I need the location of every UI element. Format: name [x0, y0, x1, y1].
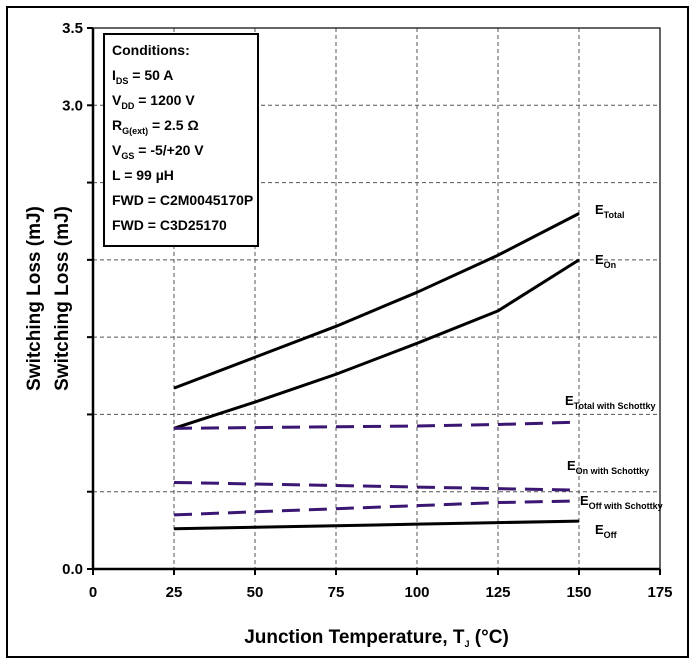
- x-axis-label-main: Junction Temperature, T: [244, 627, 465, 648]
- y-axis-label: Switching Loss (mJ): [24, 206, 45, 391]
- condition-main: V: [112, 92, 122, 108]
- series-label-sub: Total with Schottky: [574, 401, 656, 411]
- condition-sub: DD: [121, 101, 134, 111]
- condition-sub: DS: [116, 76, 129, 86]
- x-tick-label: 0: [89, 584, 97, 601]
- series-label-main: E: [595, 252, 604, 267]
- x-axis-label-unit: (°C): [470, 627, 509, 648]
- x-tick-label: 100: [404, 584, 429, 601]
- condition-main: I: [112, 67, 116, 83]
- x-tick-label: 175: [647, 584, 672, 601]
- series-label-main: E: [567, 458, 576, 473]
- series-line-off: [173, 519, 580, 531]
- series-label-sub: Off with Schottky: [589, 501, 663, 511]
- series-label-sub: Total: [604, 210, 625, 220]
- series-label-main: E: [580, 493, 589, 508]
- conditions-box: [103, 33, 259, 247]
- y-tick-label: 3.0: [62, 97, 83, 114]
- x-tick-label: 75: [328, 584, 345, 601]
- condition-rest: = 1200 V: [134, 92, 195, 108]
- series-label: EOn with Schottky: [567, 458, 649, 476]
- condition-main: V: [112, 142, 122, 158]
- series-line-off-with-schottky: [173, 499, 580, 517]
- condition-sub: G(ext): [122, 126, 148, 136]
- x-tick-label: 125: [485, 584, 510, 601]
- condition-rest: = -5/+20 V: [134, 142, 204, 158]
- condition-rest: = 2.5 Ω: [148, 117, 199, 133]
- condition-main: FWD = C2M0045170P: [112, 192, 253, 208]
- condition-rest: = 50 A: [128, 67, 173, 83]
- series-label-main: E: [595, 202, 604, 217]
- conditions-title: Conditions:: [112, 42, 190, 58]
- series-label-sub: On: [604, 260, 617, 270]
- series-line-total-with-schottky: [173, 420, 580, 430]
- x-axis-label: Junction Temperature, TJ (°C): [244, 627, 509, 649]
- series-line-total: [173, 212, 580, 390]
- series-label: EOn: [595, 252, 616, 270]
- condition-line: VGS = -5/+20 V: [112, 142, 204, 161]
- x-tick-label: 50: [247, 584, 264, 601]
- series-label: EOff: [595, 522, 618, 540]
- condition-sub: GS: [121, 151, 134, 161]
- condition-highlight: FWD = C3D25170: [112, 217, 227, 233]
- series-label-main: E: [565, 393, 574, 408]
- series-line-on: [173, 258, 580, 430]
- condition-line: RG(ext) = 2.5 Ω: [112, 117, 199, 136]
- chart-frame: [6, 6, 689, 658]
- x-axis-label-sub: J: [465, 639, 470, 649]
- condition-line: IDS = 50 A: [112, 67, 173, 86]
- series-label: ETotal: [595, 202, 625, 220]
- condition-line: VDD = 1200 V: [112, 92, 195, 111]
- grid: [93, 28, 660, 569]
- series-label: ETotal with Schottky: [565, 393, 656, 411]
- series-label-sub: On with Schottky: [576, 466, 650, 476]
- series-line-on-with-schottky: [173, 480, 580, 492]
- series-label-main: E: [595, 522, 604, 537]
- condition-main: L = 99 µH: [112, 167, 174, 183]
- y-axis-label-secondary: Switching Loss (mJ): [52, 206, 73, 391]
- x-tick-label: 25: [166, 584, 183, 601]
- y-tick-label: 0.0: [62, 561, 83, 578]
- series-label: EOff with Schottky: [580, 493, 663, 511]
- condition-main: R: [112, 117, 122, 133]
- condition-line: FWD = C2M0045170P: [112, 192, 253, 208]
- condition-line: L = 99 µH: [112, 167, 174, 183]
- series-label-sub: Off: [604, 530, 618, 540]
- x-tick-label: 150: [566, 584, 591, 601]
- y-tick-label: 3.5: [62, 20, 83, 37]
